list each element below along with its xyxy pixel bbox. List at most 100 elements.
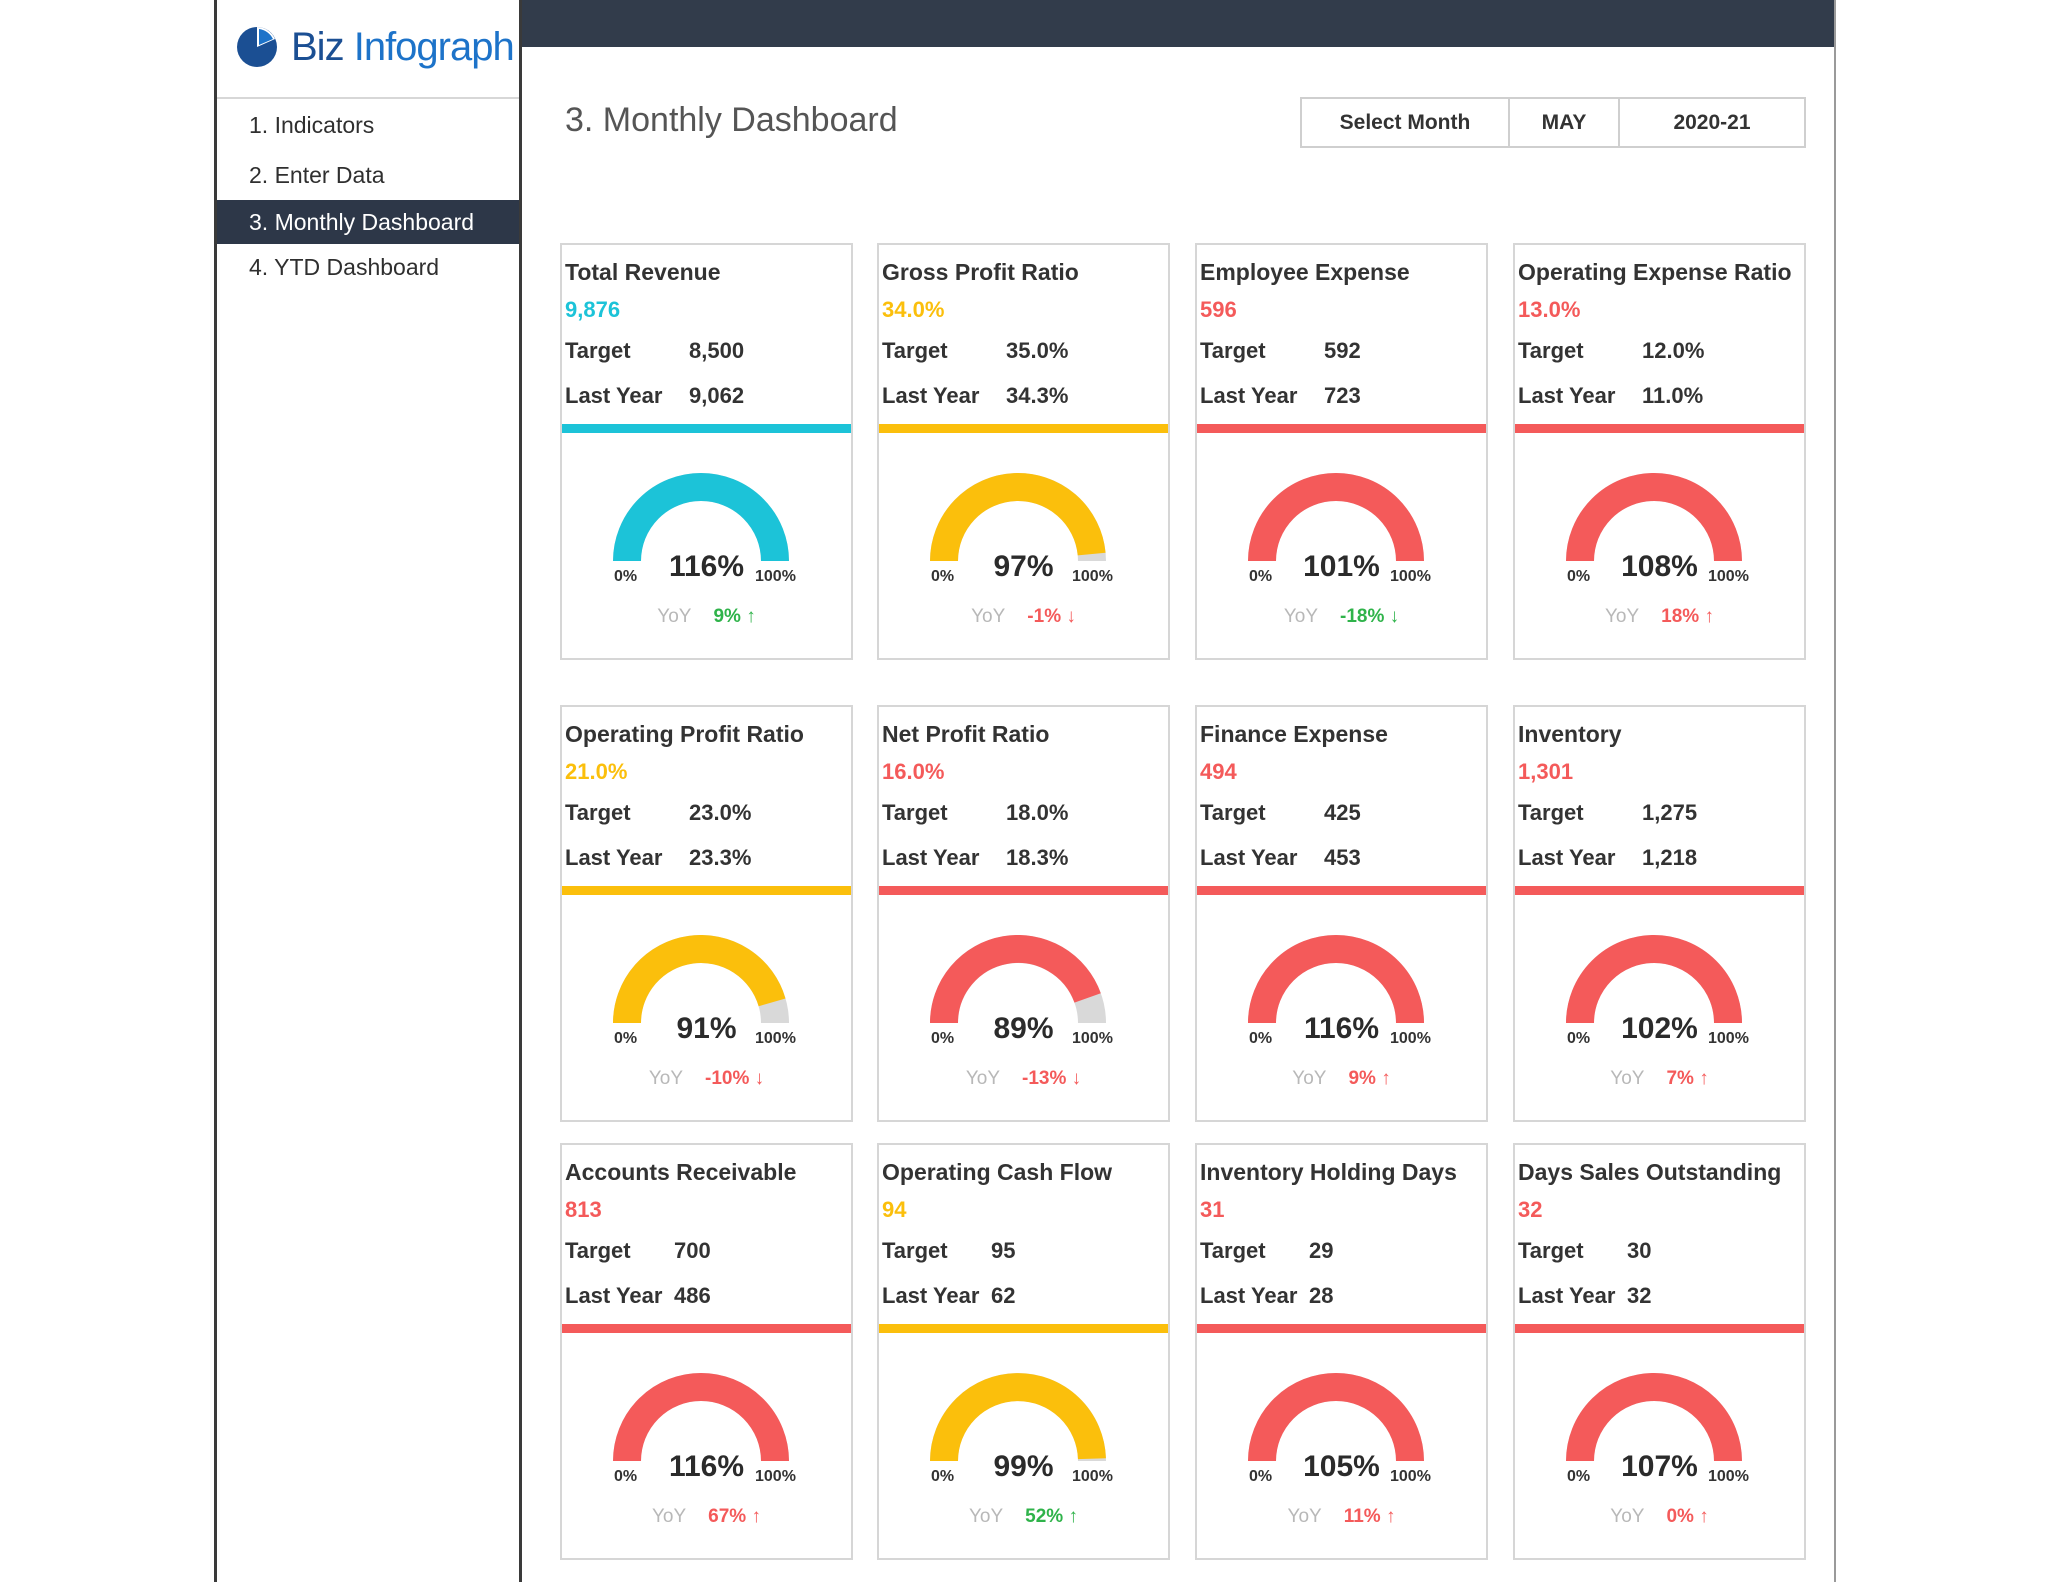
kpi-target-value: 29 (1309, 1238, 1334, 1263)
gauge-fill (930, 935, 1101, 1024)
yoy-label: YoY (652, 1506, 687, 1527)
kpi-card-days-sales-outstanding: Days Sales Outstanding 32 Target 30 Last Yea… (1513, 1143, 1806, 1560)
gauge-fill (613, 935, 786, 1024)
kpi-target-label: Target (565, 800, 631, 825)
kpi-target-value: 8,500 (689, 338, 745, 363)
kpi-last-year-label: Last Year (565, 383, 663, 408)
kpi-last-year-value: 23.3% (689, 845, 752, 870)
kpi-gauge (930, 1373, 1106, 1462)
kpi-yoy: YoY 18% ↑ (1515, 606, 1804, 628)
yoy-value: -13% ↓ (1022, 1068, 1082, 1089)
kpi-gauge-percent: 91% (676, 1012, 737, 1045)
kpi-yoy: YoY -1% ↓ (879, 606, 1168, 628)
yoy-value: 11% ↑ (1343, 1506, 1396, 1527)
kpi-card-employee-expense: Employee Expense 596 Target 592 Last Year 723… (1195, 243, 1488, 660)
top-bar (522, 0, 1834, 47)
nav-item-indicators[interactable]: 1. Indicators (249, 112, 375, 138)
kpi-last-year-value: 34.3% (1006, 383, 1069, 408)
yoy-label: YoY (657, 606, 692, 627)
kpi-accent-bar (879, 424, 1168, 433)
gauge-min-label: 0% (614, 1468, 638, 1485)
kpi-last-year-value: 453 (1324, 845, 1361, 870)
kpi-target-label: Target (1518, 800, 1584, 825)
yoy-value: -1% ↓ (1027, 606, 1076, 627)
kpi-gauge-percent: 105% (1303, 1450, 1380, 1483)
kpi-gauge-percent: 99% (993, 1450, 1054, 1483)
yoy-value: 9% ↑ (713, 606, 756, 627)
gauge-fill (1566, 935, 1742, 1024)
kpi-accent-bar (1515, 424, 1804, 433)
gauge-fill (613, 1373, 789, 1462)
yoy-label: YoY (1287, 1506, 1322, 1527)
gauge-max-label: 100% (1708, 1468, 1749, 1485)
kpi-last-year-value: 486 (674, 1283, 711, 1308)
gauge-min-label: 0% (1567, 568, 1591, 585)
kpi-value: 21.0% (565, 759, 628, 784)
nav-item-monthly-dashboard[interactable]: 3. Monthly Dashboard (217, 200, 519, 244)
kpi-value: 9,876 (565, 297, 621, 322)
kpi-target-label: Target (1200, 1238, 1266, 1263)
kpi-value: 16.0% (882, 759, 945, 784)
month-selector: Select Month MAY 2020-21 (1300, 97, 1806, 148)
kpi-accent-bar (1515, 886, 1804, 895)
yoy-value: 0% ↑ (1666, 1506, 1709, 1527)
kpi-yoy: YoY -10% ↓ (562, 1068, 851, 1090)
kpi-card-accounts-receivable: Accounts Receivable 813 Target 700 Last Year… (560, 1143, 853, 1560)
kpi-value: 813 (565, 1197, 602, 1222)
kpi-target-label: Target (565, 1238, 631, 1263)
kpi-title: Accounts Receivable (565, 1159, 797, 1185)
kpi-last-year-label: Last Year (1518, 845, 1616, 870)
brand-logo[interactable]: Biz Infograph (235, 22, 515, 72)
month-dropdown[interactable]: MAY (1510, 99, 1620, 146)
gauge-fill (1248, 1373, 1424, 1462)
gauge-min-label: 0% (1249, 1468, 1273, 1485)
brand-name: Biz Infograph (291, 24, 515, 70)
kpi-target-value: 592 (1324, 338, 1361, 363)
gauge-fill (930, 1373, 1106, 1462)
kpi-target-value: 23.0% (689, 800, 752, 825)
kpi-gauge (613, 1373, 789, 1462)
yoy-value: 9% ↑ (1348, 1068, 1391, 1089)
kpi-value: 494 (1200, 759, 1237, 784)
kpi-target-value: 700 (674, 1238, 711, 1263)
year-dropdown[interactable]: 2020-21 (1673, 111, 1751, 134)
yoy-value: -18% ↓ (1340, 606, 1400, 627)
kpi-last-year-label: Last Year (882, 845, 980, 870)
kpi-target-value: 18.0% (1006, 800, 1069, 825)
kpi-yoy: YoY 9% ↑ (562, 606, 851, 628)
kpi-target-value: 12.0% (1642, 338, 1705, 363)
gauge-min-label: 0% (614, 1030, 638, 1047)
kpi-target-value: 1,275 (1642, 800, 1698, 825)
pie-chart-icon (237, 27, 277, 67)
kpi-value: 596 (1200, 297, 1237, 322)
yoy-label: YoY (648, 1068, 684, 1089)
gauge-max-label: 100% (1072, 1468, 1113, 1485)
gauge-fill (613, 473, 789, 562)
kpi-gauge (1566, 473, 1742, 562)
kpi-value: 13.0% (1518, 297, 1581, 322)
kpi-gauge-percent: 116% (1303, 1012, 1380, 1045)
nav-item-enter-data[interactable]: 2. Enter Data (249, 162, 385, 188)
gauge-max-label: 100% (1708, 568, 1749, 585)
nav-item-ytd-dashboard[interactable]: 4. YTD Dashboard (249, 254, 440, 280)
gauge-min-label: 0% (931, 1468, 955, 1485)
kpi-gauge-percent: 116% (668, 1450, 745, 1483)
kpi-card-gross-profit-ratio: Gross Profit Ratio 34.0% Target 35.0% Last Y… (877, 243, 1170, 660)
kpi-yoy: YoY 52% ↑ (879, 1506, 1168, 1528)
brand-name-part2: Infograph (353, 24, 515, 69)
yoy-label: YoY (965, 1068, 1001, 1089)
kpi-target-label: Target (565, 338, 631, 363)
kpi-last-year-value: 11.0% (1642, 383, 1704, 408)
kpi-gauge (1566, 1373, 1742, 1462)
yoy-label: YoY (1610, 1506, 1645, 1527)
kpi-target-value: 35.0% (1006, 338, 1069, 363)
kpi-target-label: Target (882, 800, 948, 825)
kpi-target-value: 30 (1627, 1238, 1652, 1263)
gauge-min-label: 0% (1567, 1468, 1591, 1485)
kpi-last-year-label: Last Year (1200, 845, 1298, 870)
kpi-yoy: YoY -18% ↓ (1197, 606, 1486, 628)
kpi-yoy: YoY 7% ↑ (1515, 1068, 1804, 1090)
kpi-title: Operating Cash Flow (882, 1159, 1113, 1185)
kpi-card-inventory: Inventory 1,301 Target 1,275 Last Year 1,218 1… (1513, 705, 1806, 1122)
select-month-label: Select Month (1302, 99, 1510, 146)
